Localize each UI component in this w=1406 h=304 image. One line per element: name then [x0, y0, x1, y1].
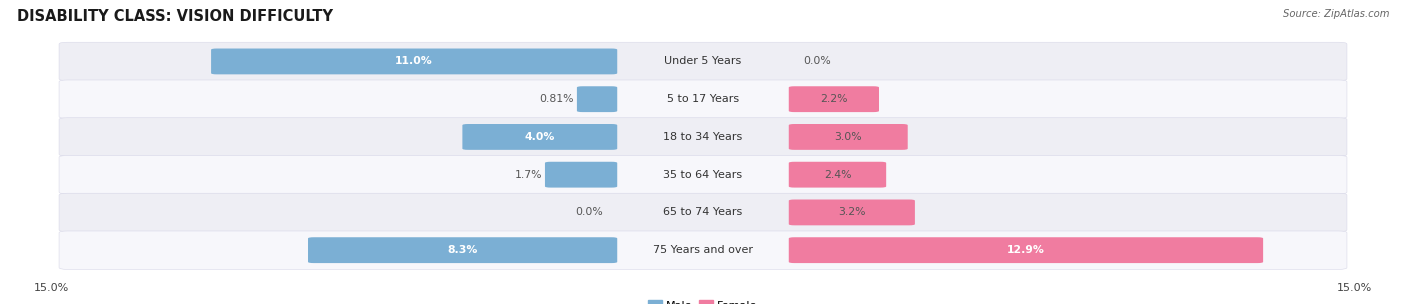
Text: 18 to 34 Years: 18 to 34 Years [664, 132, 742, 142]
Text: DISABILITY CLASS: VISION DIFFICULTY: DISABILITY CLASS: VISION DIFFICULTY [17, 9, 333, 24]
FancyBboxPatch shape [59, 42, 1347, 81]
Text: 5 to 17 Years: 5 to 17 Years [666, 94, 740, 104]
Text: 2.2%: 2.2% [820, 94, 848, 104]
FancyBboxPatch shape [789, 162, 886, 188]
Text: 8.3%: 8.3% [447, 245, 478, 255]
Text: 3.0%: 3.0% [834, 132, 862, 142]
Text: 15.0%: 15.0% [1337, 283, 1372, 293]
Text: 0.81%: 0.81% [540, 94, 574, 104]
FancyBboxPatch shape [789, 199, 915, 225]
Text: 65 to 74 Years: 65 to 74 Years [664, 207, 742, 217]
FancyBboxPatch shape [59, 118, 1347, 156]
Text: 35 to 64 Years: 35 to 64 Years [664, 170, 742, 180]
Legend: Male, Female: Male, Female [648, 300, 758, 304]
FancyBboxPatch shape [59, 155, 1347, 194]
Text: 3.2%: 3.2% [838, 207, 866, 217]
Text: 0.0%: 0.0% [575, 207, 603, 217]
FancyBboxPatch shape [211, 49, 617, 74]
FancyBboxPatch shape [789, 124, 908, 150]
Text: 4.0%: 4.0% [524, 132, 555, 142]
Text: 15.0%: 15.0% [34, 283, 69, 293]
FancyBboxPatch shape [463, 124, 617, 150]
Text: 12.9%: 12.9% [1007, 245, 1045, 255]
Text: 0.0%: 0.0% [803, 57, 831, 67]
FancyBboxPatch shape [789, 86, 879, 112]
FancyBboxPatch shape [59, 193, 1347, 232]
Text: Source: ZipAtlas.com: Source: ZipAtlas.com [1282, 9, 1389, 19]
Text: 2.4%: 2.4% [824, 170, 851, 180]
FancyBboxPatch shape [308, 237, 617, 263]
Text: 75 Years and over: 75 Years and over [652, 245, 754, 255]
FancyBboxPatch shape [59, 231, 1347, 269]
Text: 1.7%: 1.7% [515, 170, 543, 180]
Text: 11.0%: 11.0% [395, 57, 433, 67]
FancyBboxPatch shape [546, 162, 617, 188]
Text: Under 5 Years: Under 5 Years [665, 57, 741, 67]
FancyBboxPatch shape [789, 237, 1263, 263]
FancyBboxPatch shape [59, 80, 1347, 118]
FancyBboxPatch shape [576, 86, 617, 112]
